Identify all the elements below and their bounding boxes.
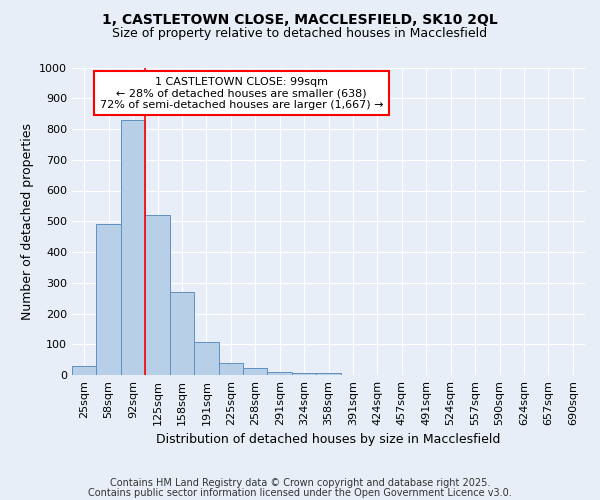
- X-axis label: Distribution of detached houses by size in Macclesfield: Distribution of detached houses by size …: [157, 434, 500, 446]
- Text: 1, CASTLETOWN CLOSE, MACCLESFIELD, SK10 2QL: 1, CASTLETOWN CLOSE, MACCLESFIELD, SK10 …: [102, 12, 498, 26]
- Y-axis label: Number of detached properties: Number of detached properties: [20, 122, 34, 320]
- Text: 1 CASTLETOWN CLOSE: 99sqm
← 28% of detached houses are smaller (638)
72% of semi: 1 CASTLETOWN CLOSE: 99sqm ← 28% of detac…: [100, 76, 383, 110]
- Text: Size of property relative to detached houses in Macclesfield: Size of property relative to detached ho…: [112, 28, 488, 40]
- Bar: [72, 366, 97, 375]
- Bar: [316, 372, 341, 375]
- Text: Contains HM Land Registry data © Crown copyright and database right 2025.: Contains HM Land Registry data © Crown c…: [110, 478, 490, 488]
- Bar: [268, 372, 292, 375]
- Bar: [194, 342, 218, 375]
- Bar: [145, 215, 170, 375]
- Bar: [218, 364, 243, 375]
- Bar: [170, 292, 194, 375]
- Bar: [121, 120, 145, 375]
- Bar: [243, 368, 268, 375]
- Text: Contains public sector information licensed under the Open Government Licence v3: Contains public sector information licen…: [88, 488, 512, 498]
- Bar: [97, 224, 121, 375]
- Bar: [292, 374, 316, 375]
